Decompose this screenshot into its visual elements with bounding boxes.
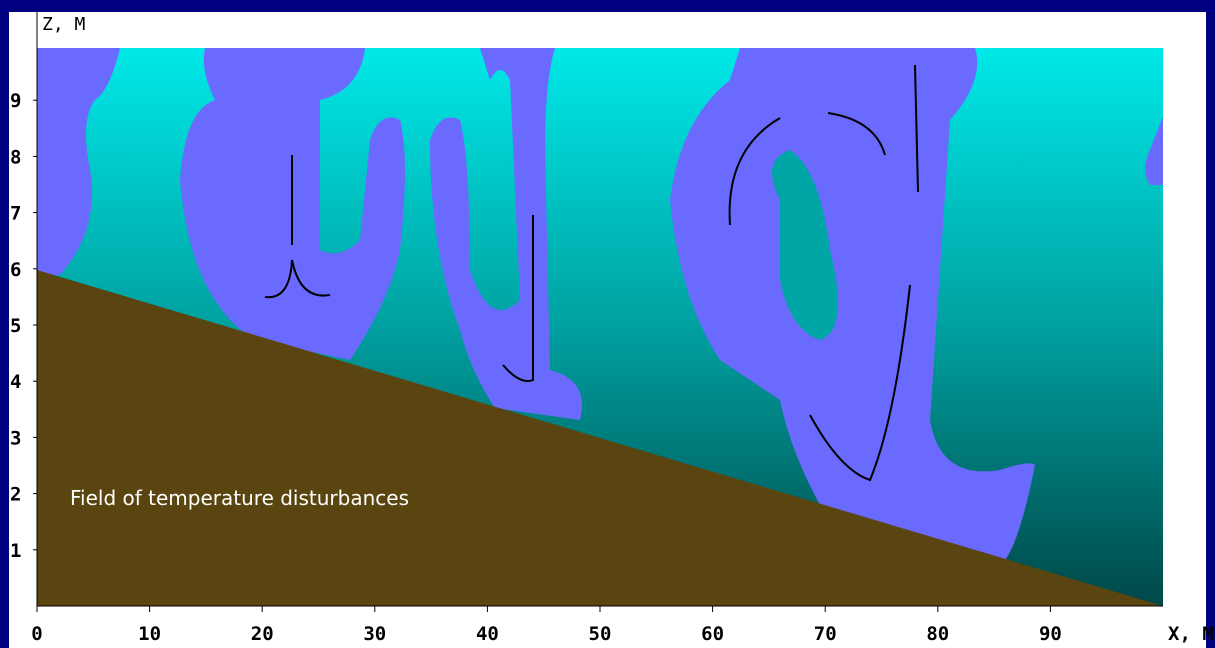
y-tick-label: 7 [10, 203, 21, 225]
x-tick-label: 70 [814, 623, 837, 645]
y-tick-label: 5 [10, 315, 21, 337]
x-tick-label: 30 [363, 623, 386, 645]
chart: Field of temperature disturbances X, M Z… [0, 0, 1215, 648]
x-tick-label: 10 [138, 623, 161, 645]
x-axis-label: X, M [1168, 623, 1214, 645]
y-tick-label: 4 [10, 371, 21, 393]
page: {"chart_data": {"type": "field", "annota… [0, 0, 1215, 648]
y-tick-label: 8 [10, 146, 21, 168]
x-tick-label: 20 [251, 623, 274, 645]
y-tick-label: 3 [10, 427, 21, 449]
annotation: Field of temperature disturbances [70, 486, 409, 510]
x-tick-label: 60 [701, 623, 724, 645]
x-tick-label: 0 [31, 623, 42, 645]
y-tick-label: 6 [10, 259, 21, 281]
x-tick-label: 40 [476, 623, 499, 645]
x-tick-label: 90 [1039, 623, 1062, 645]
y-tick-label: 2 [10, 484, 21, 506]
y-tick-label: 1 [10, 540, 21, 562]
y-axis-label: Z, M [42, 14, 86, 35]
y-tick-label: 9 [10, 90, 21, 112]
x-tick-label: 50 [589, 623, 612, 645]
x-tick-label: 80 [926, 623, 949, 645]
